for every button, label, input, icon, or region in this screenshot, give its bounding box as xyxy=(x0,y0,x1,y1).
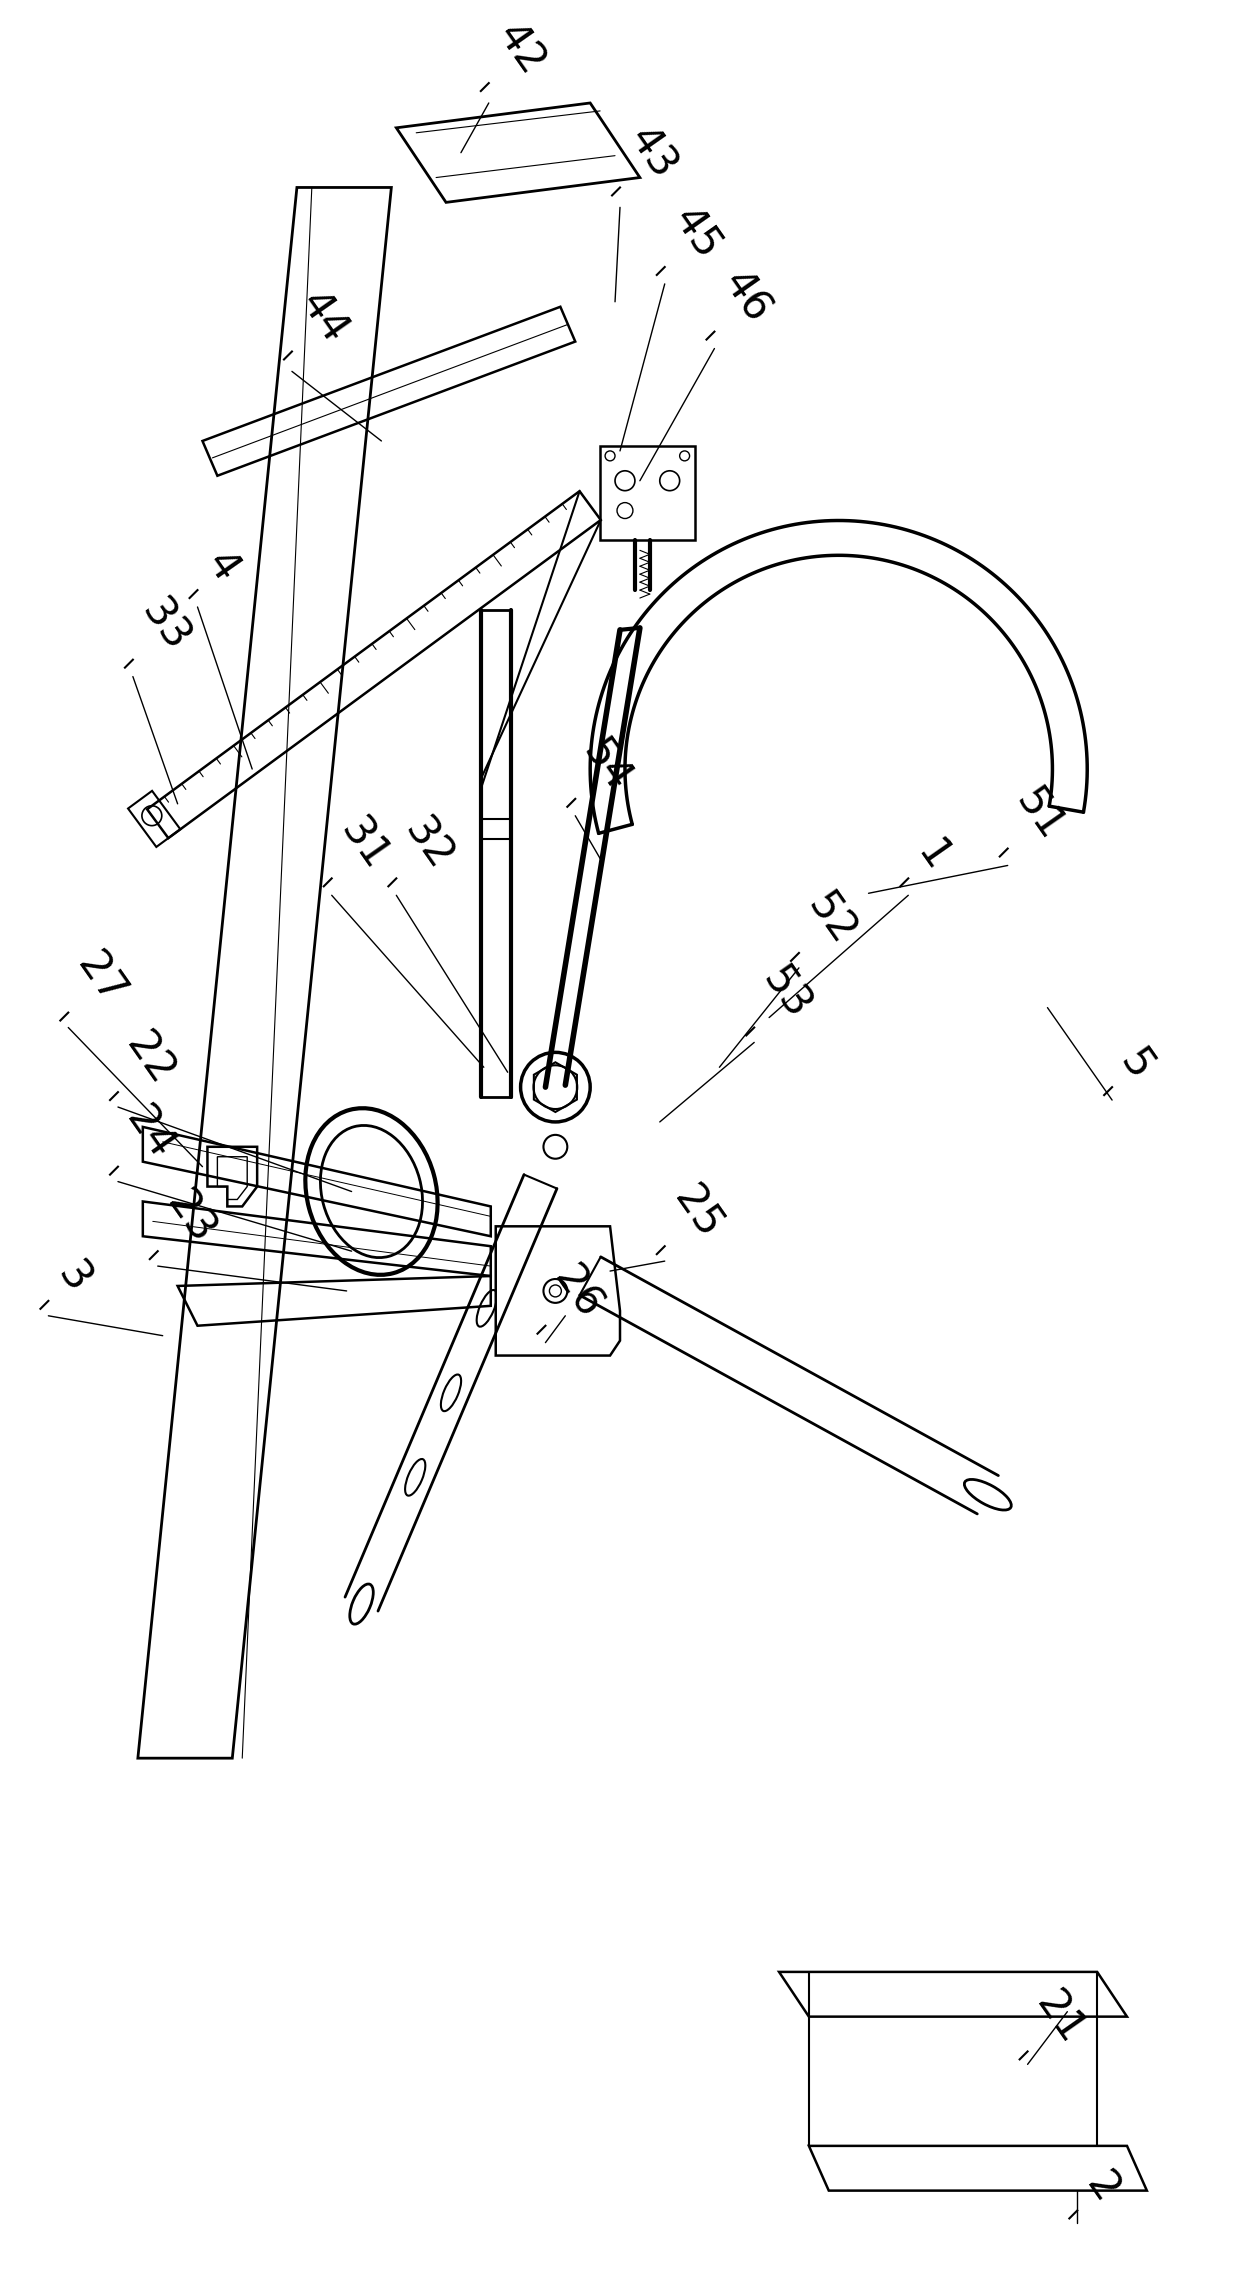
Text: 4: 4 xyxy=(197,544,247,590)
Text: 24: 24 xyxy=(118,1099,182,1168)
Text: 23: 23 xyxy=(157,1184,222,1250)
Text: 51: 51 xyxy=(1008,780,1073,849)
Ellipse shape xyxy=(350,1583,373,1624)
Text: 27: 27 xyxy=(68,945,133,1012)
Text: 5: 5 xyxy=(1112,1041,1162,1087)
Text: 21: 21 xyxy=(1028,1984,1092,2051)
Text: 22: 22 xyxy=(118,1025,182,1092)
Text: 32: 32 xyxy=(397,810,461,879)
Text: 3: 3 xyxy=(48,1255,98,1301)
Text: 43: 43 xyxy=(620,119,684,188)
Polygon shape xyxy=(496,1227,620,1356)
Text: 54: 54 xyxy=(575,732,640,798)
Text: 25: 25 xyxy=(665,1179,729,1246)
Text: 31: 31 xyxy=(332,810,397,879)
Text: 26: 26 xyxy=(546,1259,610,1326)
Ellipse shape xyxy=(965,1480,1012,1509)
Text: 33: 33 xyxy=(133,592,198,661)
Text: 44: 44 xyxy=(291,284,357,351)
Text: 1: 1 xyxy=(908,833,957,879)
Text: 52: 52 xyxy=(799,885,864,952)
Text: 45: 45 xyxy=(665,200,729,266)
Text: 53: 53 xyxy=(754,959,820,1028)
Text: 42: 42 xyxy=(489,16,553,83)
Text: 2: 2 xyxy=(1078,2166,1127,2211)
Text: 46: 46 xyxy=(714,264,779,333)
